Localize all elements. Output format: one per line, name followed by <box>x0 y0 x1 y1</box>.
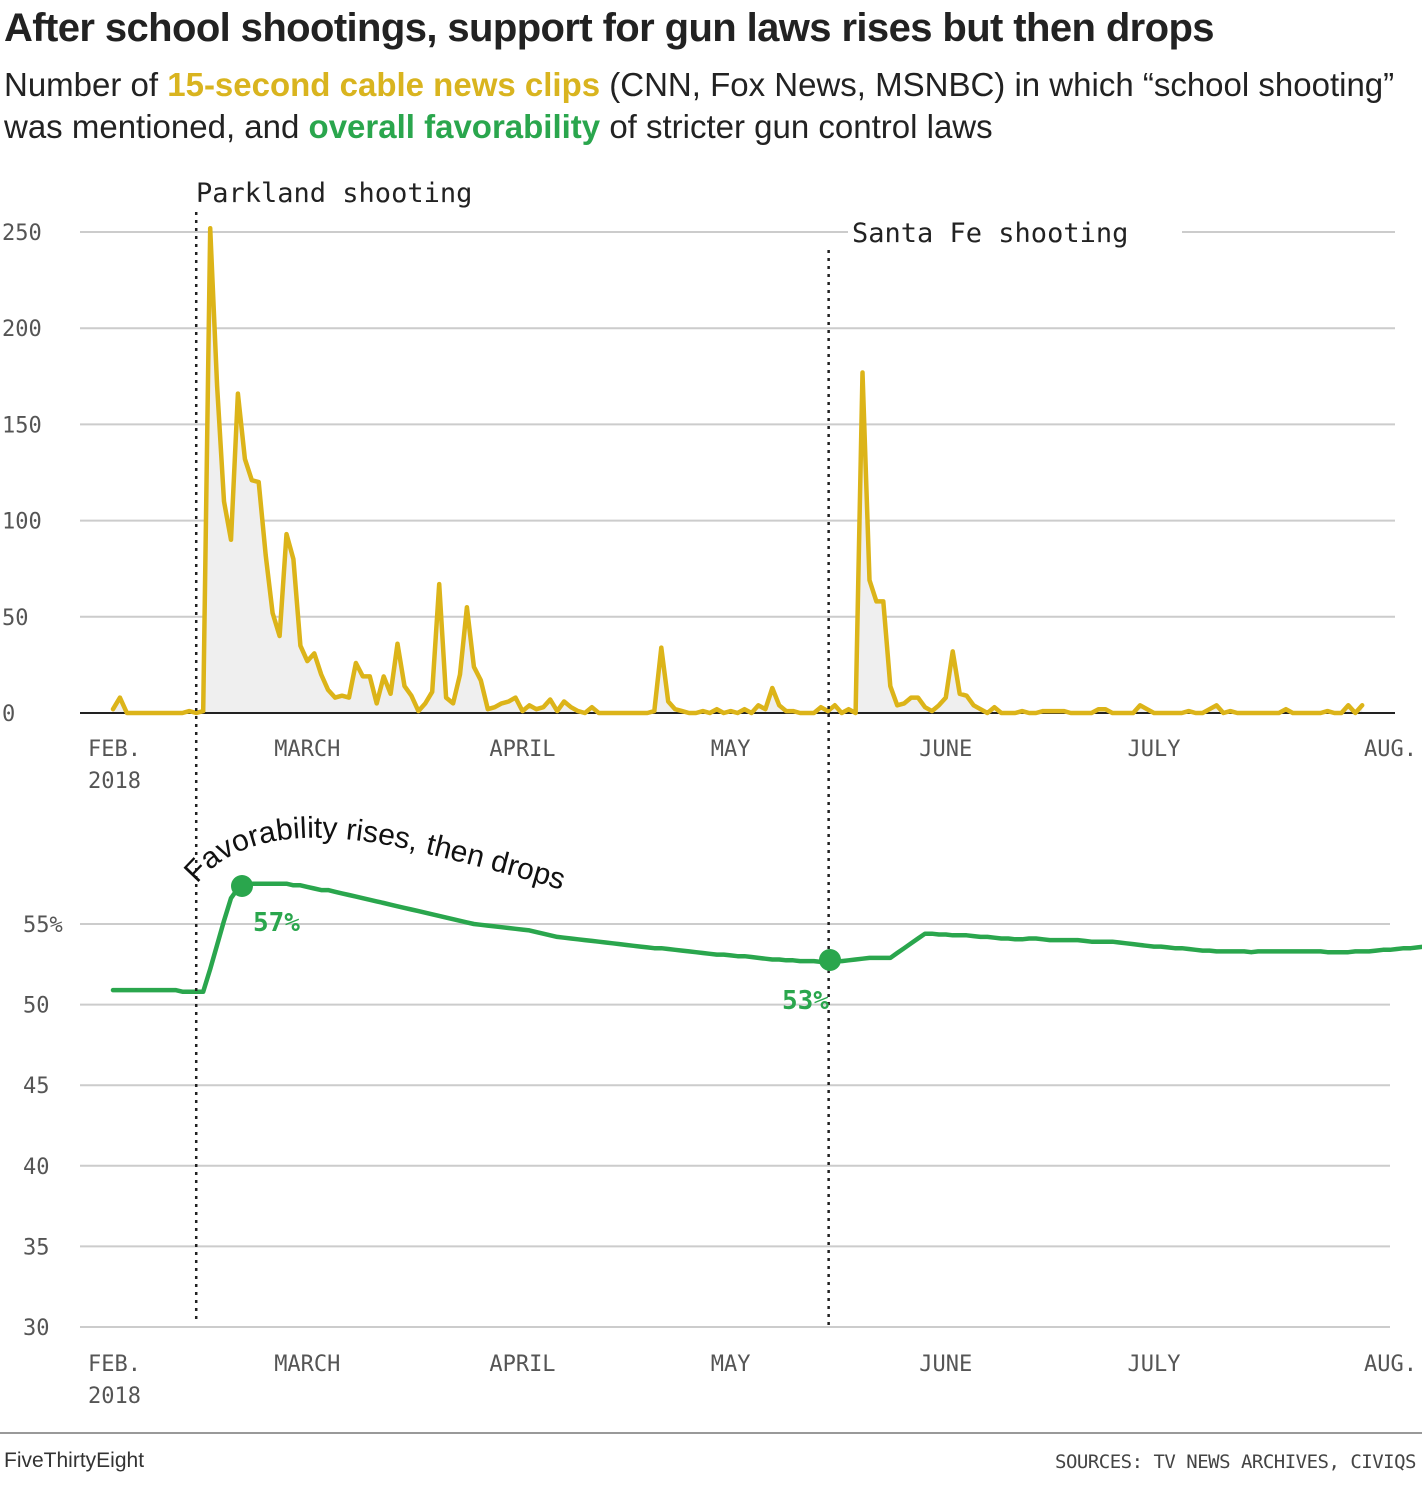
top-x-tick-year-label: 2018 <box>88 769 141 794</box>
bottom-x-tick-label: FEB. <box>88 1352 141 1377</box>
bottom-x-tick-label: APRIL <box>489 1352 555 1377</box>
footer-sources: SOURCES: TV NEWS ARCHIVES, CIVIQS <box>1055 1451 1417 1473</box>
subtitle-text-3: of stricter gun control laws <box>600 108 993 145</box>
footer-divider <box>0 1432 1422 1434</box>
top-x-tick-label: MAY <box>711 737 751 762</box>
top-y-tick-label: 100 <box>2 510 42 535</box>
bottom-y-tick-label: 45 <box>23 1074 50 1099</box>
top-y-tick-label: 200 <box>2 317 42 342</box>
bottom-x-tick-label: JUNE <box>919 1352 972 1377</box>
bottom-x-tick-label: AUG. <box>1364 1352 1417 1377</box>
bottom-x-tick-label: MARCH <box>274 1352 340 1377</box>
top-x-tick-label: AUG. <box>1364 737 1417 762</box>
top-x-tick-label: FEB. <box>88 737 141 762</box>
clips-series-line <box>110 225 1365 716</box>
bottom-y-tick-label: 35 <box>23 1235 50 1260</box>
santa-fe-label-background <box>848 214 1182 248</box>
top-x-tick-label: MARCH <box>274 737 340 762</box>
subtitle-text-2: (CNN, Fox News, MSNBC) in which “school … <box>4 66 1395 145</box>
santa-fe-event-label: Santa Fe shooting <box>852 218 1128 249</box>
chart-title: After school shootings, support for gun … <box>4 6 1215 50</box>
clips-area <box>113 228 1363 713</box>
footer-brand: FiveThirtyEight <box>4 1449 145 1472</box>
favorability-low-label: 53% <box>782 986 829 1016</box>
favorability-peak-label: 57% <box>253 908 300 938</box>
bottom-y-tick-label: 30 <box>23 1316 50 1341</box>
top-y-tick-label: 0 <box>2 702 15 727</box>
top-y-tick-label: 250 <box>2 221 42 246</box>
charts-canvas: 0 50 100 150 200 250 30 35 40 45 50 55% Parkland sho… <box>2 178 1422 1409</box>
favorability-peak-marker <box>231 875 253 897</box>
parkland-event-label: Parkland shooting <box>196 178 472 209</box>
bottom-x-tick-label: JULY <box>1128 1352 1181 1377</box>
chart-subtitle: Number of 15-second cable news clips (CN… <box>4 64 1404 148</box>
top-x-tick-label: APRIL <box>489 737 555 762</box>
top-y-tick-label: 50 <box>2 606 29 631</box>
subtitle-highlight-clips: 15-second cable news clips <box>167 66 601 103</box>
favorability-series-line <box>110 881 1422 994</box>
top-y-tick-label: 150 <box>2 413 42 438</box>
bottom-y-tick-label: 50 <box>23 994 50 1019</box>
subtitle-highlight-favorability: overall favorability <box>308 108 601 145</box>
subtitle-text-1: Number of <box>4 66 168 103</box>
favorability-low-marker <box>819 949 841 971</box>
bottom-x-tick-label: MAY <box>711 1352 751 1377</box>
bottom-y-tick-label: 55% <box>23 913 63 938</box>
bottom-y-tick-label: 40 <box>23 1155 50 1180</box>
top-x-tick-label: JULY <box>1128 737 1181 762</box>
top-x-tick-label: JUNE <box>919 737 972 762</box>
bottom-x-tick-year-label: 2018 <box>88 1384 141 1409</box>
